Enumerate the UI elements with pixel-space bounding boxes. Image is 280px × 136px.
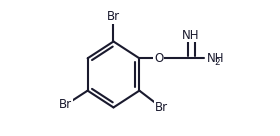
Text: NH: NH [182,29,200,41]
Text: O: O [154,52,163,65]
Text: NH: NH [207,52,224,65]
Text: Br: Br [59,98,72,111]
Text: Br: Br [155,101,168,114]
Text: Br: Br [107,10,120,23]
Text: 2: 2 [215,58,220,67]
